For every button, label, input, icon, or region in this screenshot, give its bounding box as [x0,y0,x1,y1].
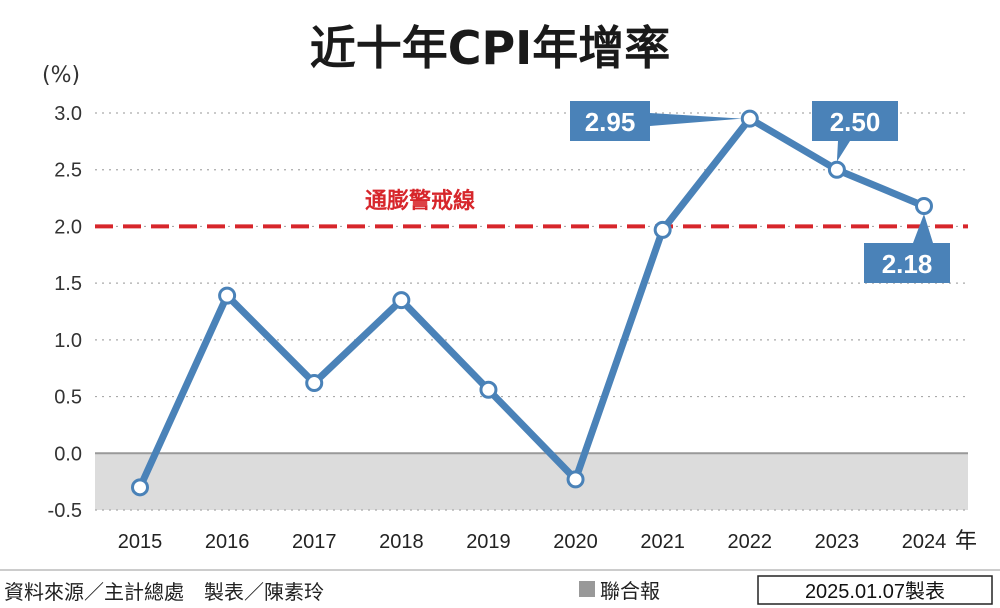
y-tick-label: 1.5 [54,273,82,295]
footer-date: 2025.01.07製表 [805,580,945,603]
y-axis-ticks: 3.0 2.5 2.0 1.5 1.0 0.5 0.0 -0.5 [48,103,82,522]
series-line [136,115,928,491]
data-point-2022 [740,109,759,128]
x-tick-label: 2024 [902,531,947,553]
x-tick-label: 2015 [118,531,163,553]
x-tick-label: 2020 [553,531,598,553]
callout-2023-box [812,101,898,162]
grid-lines [95,112,968,511]
callout-2023-label: 2.50 [830,107,881,137]
callout-2024-label: 2.18 [882,249,933,279]
y-tick-label: 1.0 [54,330,82,352]
footer-publisher: 聯合報 [600,579,660,603]
data-point-2021 [653,220,672,239]
data-point-2018 [392,291,411,310]
data-point-2017 [305,373,324,392]
callout-2022: 2.95 [570,101,742,141]
y-tick-label: 2.0 [54,216,82,238]
x-tick-label: 2022 [728,531,773,553]
callout-2022-label: 2.95 [585,107,636,137]
x-axis-ticks: 2015 2016 2017 2018 2019 2020 2021 2022 2023 2024 [118,531,947,553]
data-point-2020 [566,470,585,489]
x-tick-label: 2021 [640,531,685,553]
y-tick-label: 0.0 [54,443,82,465]
negative-region-band [95,453,968,510]
data-point-2024 [915,197,933,216]
callout-2023: 2.50 [812,101,898,162]
data-point-2019 [479,380,498,399]
x-axis-unit: 年 [955,529,977,554]
x-tick-label: 2016 [205,531,250,553]
callout-2024-box [864,214,950,283]
publisher-mark [579,581,595,597]
callout-2022-box [570,101,742,141]
data-point-2015 [131,478,149,497]
callout-2024: 2.18 [864,214,950,283]
data-point-2016 [218,286,237,305]
threshold-label: 通膨警戒線 [365,188,475,214]
chart-title: 近十年CPI年增率 [310,21,671,75]
y-tick-label: -0.5 [48,500,82,522]
x-tick-label: 2019 [466,531,511,553]
y-axis-unit: (%) [42,63,80,88]
x-tick-label: 2018 [379,531,424,553]
data-point-2023 [827,160,846,179]
y-tick-label: 0.5 [54,387,82,409]
footer-date-box [757,575,993,605]
y-tick-label: 3.0 [54,103,82,125]
y-tick-label: 2.5 [54,160,82,182]
footer-source: 資料來源／主計總處 製表／陳素玲 [4,580,324,604]
x-tick-label: 2017 [292,531,337,553]
series-points [131,109,933,497]
x-tick-label: 2023 [815,531,860,553]
